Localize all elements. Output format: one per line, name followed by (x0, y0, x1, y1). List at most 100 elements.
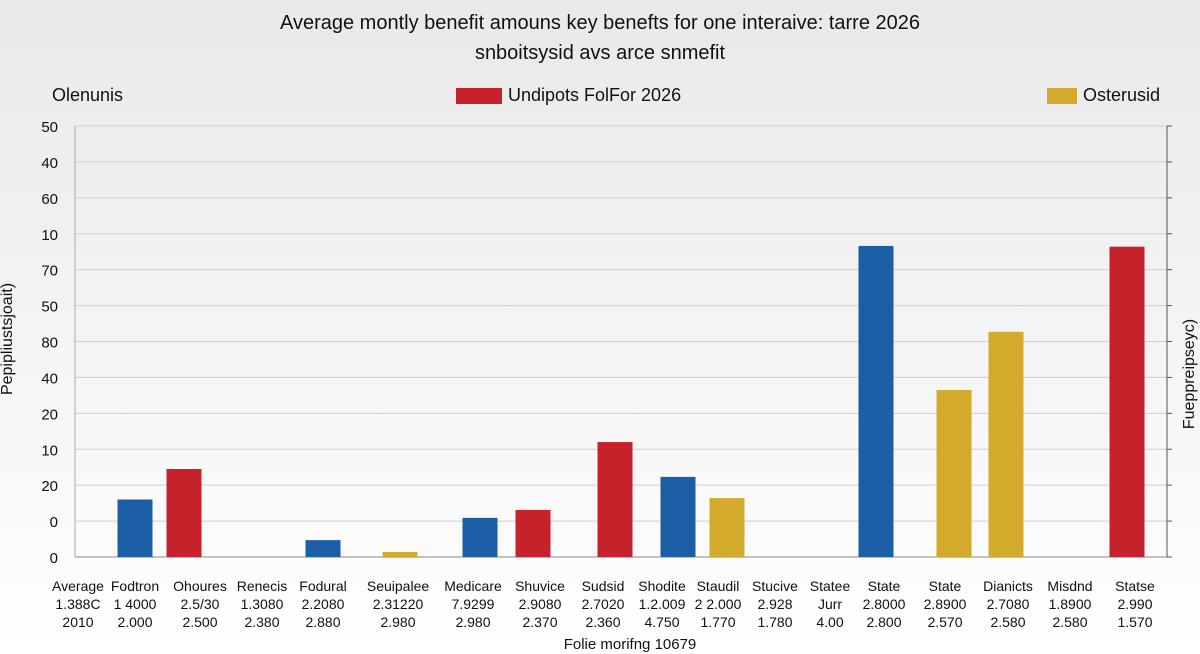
x-tick-label: Seuipalee 2.31220 2.980 (358, 577, 438, 631)
x-tick-label: Statse 2.990 1.570 (1095, 577, 1175, 631)
x-tick-line3: 1.570 (1117, 614, 1153, 630)
x-tick-line3: 2010 (62, 614, 94, 630)
x-tick-name: Medicare (444, 578, 502, 594)
legend-swatch (1047, 87, 1077, 104)
legend-item-2: Osterusid (1047, 85, 1160, 106)
x-tick-line2: 2.8900 (923, 596, 967, 612)
x-tick-label: Shodite 1.2.009 4.750 (622, 577, 702, 631)
y-tick-label: 0 (50, 514, 58, 531)
x-tick-line2: 2.928 (757, 596, 793, 612)
bar (382, 551, 418, 557)
x-tick-label: Renecis 1.3080 2.380 (222, 577, 302, 631)
x-tick-line2: 2.2080 (301, 596, 345, 612)
x-tick-name: State (928, 578, 962, 594)
y-tick-label: 50 (41, 299, 58, 316)
x-tick-label: Misdnd 1.8900 2.580 (1030, 577, 1110, 631)
legend-label: Osterusid (1083, 85, 1161, 105)
x-tick-label: State 2.8000 2.800 (844, 577, 924, 631)
x-tick-line3: 4.00 (816, 614, 844, 630)
y-tick-label: 10 (41, 442, 58, 459)
x-tick-name: Staudil (696, 578, 740, 594)
x-axis-label: Folie morifng 10679 (563, 636, 697, 653)
x-tick-label: Average 1.388C 2010 (38, 577, 118, 631)
x-tick-line2: 7.9299 (451, 596, 495, 612)
bar (660, 476, 696, 557)
x-tick-line3: 2.370 (522, 614, 558, 630)
y-tick-label: 60 (41, 191, 58, 208)
y-tick-label: 20 (41, 478, 58, 495)
x-tick-line3: 1.770 (700, 614, 736, 630)
x-tick-label: Fodural 2.2080 2.880 (283, 577, 363, 631)
x-tick-label: Dianicts 2.7080 2.580 (968, 577, 1048, 631)
bar (515, 509, 551, 557)
y-tick-label: 40 (41, 370, 58, 387)
x-tick-line2: 2.8000 (862, 596, 906, 612)
x-tick-line3: 2.980 (455, 614, 491, 630)
x-tick-line2: 2.7080 (986, 596, 1030, 612)
legend-item-0: Olenunis (52, 85, 123, 106)
bar (462, 517, 498, 557)
bar (709, 498, 745, 557)
x-tick-line3: 2.570 (927, 614, 963, 630)
y-tick-label: 80 (41, 335, 58, 352)
x-tick-label: Statee Jurr 4.00 (790, 577, 870, 631)
x-tick-name: Ohoures (173, 578, 227, 594)
x-tick-label: Shuvice 2.9080 2.370 (500, 577, 580, 631)
x-tick-label: Staudil 2 2.000 1.770 (678, 577, 758, 631)
y-tick-label: 0 (50, 550, 58, 567)
x-tick-name: Stucive (752, 578, 798, 594)
x-tick-line2: 2.990 (1117, 596, 1153, 612)
chart-subtitle: snboitsysid avs arce snmefit (474, 42, 726, 64)
x-tick-name: Fodtron (110, 578, 160, 594)
x-tick-name: Misdnd (1047, 578, 1093, 594)
x-tick-name: Statse (1115, 578, 1155, 594)
x-tick-line2: 2.31220 (372, 596, 424, 612)
x-tick-name: Sudsid (581, 578, 625, 594)
x-tick-line3: 2.380 (244, 614, 280, 630)
bar (597, 442, 633, 557)
bar (858, 245, 894, 557)
x-tick-line2: 1.8900 (1048, 596, 1092, 612)
x-tick-line3: 1.780 (757, 614, 793, 630)
x-tick-line3: 2.580 (990, 614, 1026, 630)
x-tick-line2: 2 2.000 (694, 596, 742, 612)
x-tick-line2: 2.7020 (581, 596, 625, 612)
x-tick-line2: Jurr (817, 596, 843, 612)
x-tick-line2: 2.5/30 (180, 596, 220, 612)
x-tick-line3: 2.000 (117, 614, 153, 630)
x-tick-line3: 2.360 (585, 614, 621, 630)
legend-item-1: Undipots FolFor 2026 (456, 85, 681, 106)
x-tick-line3: 4.750 (644, 614, 680, 630)
bar (166, 469, 202, 557)
x-tick-label: Medicare 7.9299 2.980 (433, 577, 513, 631)
y-tick-label: 40 (41, 155, 58, 172)
x-tick-name: Statee (809, 578, 851, 594)
y-tick-label: 20 (41, 406, 58, 423)
x-tick-name: Average (52, 578, 104, 594)
x-tick-line2: 2.9080 (518, 596, 562, 612)
y-tick-label: 10 (41, 227, 58, 244)
x-tick-line2: 1.3080 (240, 596, 284, 612)
x-tick-label: Fodtron 1 4000 2.000 (95, 577, 175, 631)
x-tick-line3: 2.580 (1052, 614, 1088, 630)
x-tick-name: State (867, 578, 901, 594)
bar (117, 499, 153, 557)
x-tick-name: Shodite (638, 578, 686, 594)
x-tick-name: Seuipalee (366, 578, 430, 594)
x-tick-line3: 2.500 (182, 614, 218, 630)
x-tick-label: Ohoures 2.5/30 2.500 (160, 577, 240, 631)
legend-label: Undipots FolFor 2026 (508, 85, 682, 105)
x-tick-line3: 2.980 (380, 614, 416, 630)
legend-swatch (456, 87, 502, 104)
x-tick-label: Stucive 2.928 1.780 (735, 577, 815, 631)
x-tick-name: Shuvice (515, 578, 565, 594)
x-tick-line2: 1.388C (55, 596, 101, 612)
x-tick-line2: 1 4000 (113, 596, 157, 612)
x-tick-line2: 1.2.009 (638, 596, 686, 612)
x-tick-label: State 2.8900 2.570 (905, 577, 985, 631)
x-tick-label: Sudsid 2.7020 2.360 (563, 577, 643, 631)
y-tick-label: 50 (41, 119, 58, 136)
x-tick-name: Renecis (236, 578, 288, 594)
legend-label: Olenunis (52, 85, 124, 105)
